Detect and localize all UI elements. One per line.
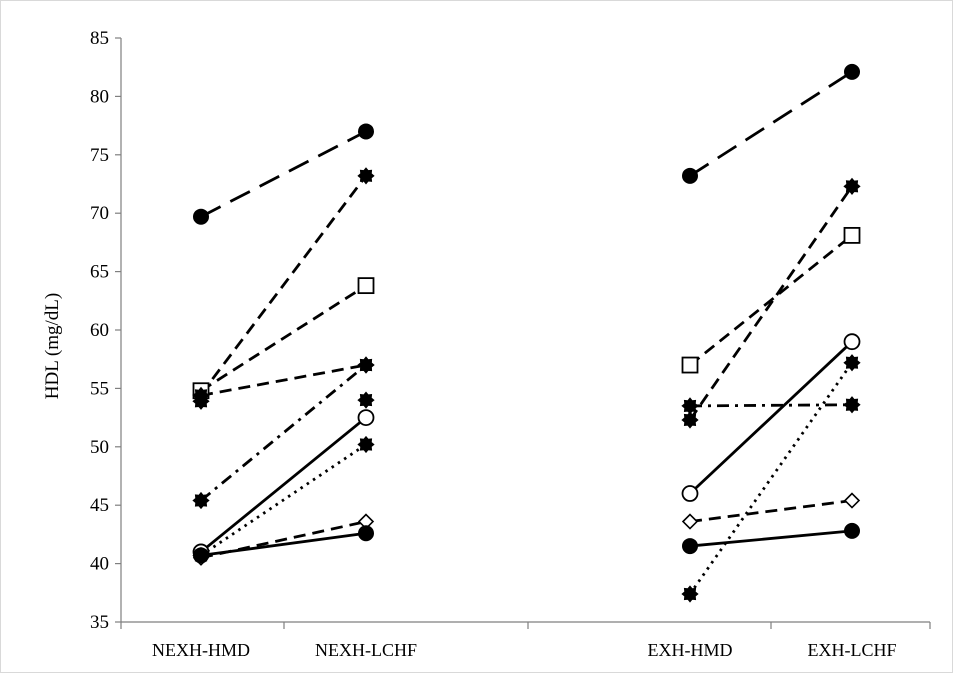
marker-filled-burst (192, 491, 210, 510)
series-line (689, 529, 853, 548)
series-line (200, 416, 367, 554)
x-tick-label: NEXH-HMD (152, 640, 250, 660)
y-tick-label: 60 (90, 320, 109, 341)
marker-open-square (681, 356, 699, 374)
marker-open-diamond (843, 492, 861, 509)
marker-filled-circle (682, 538, 698, 555)
series-line (688, 361, 854, 595)
series-line (689, 499, 853, 523)
y-tick-label: 70 (90, 203, 109, 224)
marker-filled-burst (681, 585, 699, 603)
series-line (689, 340, 853, 495)
marker-filled-burst (357, 435, 375, 454)
y-tick-label: 40 (90, 554, 109, 575)
y-tick-label: 55 (90, 378, 109, 399)
series-line (200, 443, 367, 557)
marker-filled-burst (357, 167, 375, 185)
y-tick-label: 65 (90, 262, 109, 283)
marker-filled-circle (682, 167, 698, 184)
marker-filled-burst (357, 356, 375, 374)
y-tick-label: 85 (90, 28, 109, 49)
marker-open-square (357, 277, 375, 295)
x-tick-label: NEXH-LCHF (315, 640, 417, 660)
marker-filled-burst (357, 391, 375, 409)
y-tick-label: 45 (90, 495, 109, 516)
series-line (688, 185, 854, 421)
series-line (200, 363, 367, 502)
series-line (689, 403, 853, 408)
marker-filled-burst (192, 392, 210, 410)
marker-filled-burst (681, 397, 699, 415)
marker-open-circle (681, 485, 699, 502)
marker-open-circle (357, 409, 375, 427)
marker-open-square (843, 226, 861, 244)
x-tick-label: EXH-HMD (648, 640, 733, 660)
series-line (689, 234, 853, 367)
marker-filled-circle (358, 123, 374, 140)
marker-open-diamond (681, 513, 699, 530)
y-tick-label: 75 (90, 145, 109, 166)
x-tick-label: EXH-LCHF (808, 640, 897, 660)
y-axis-label: HDL (mg/dL) (42, 293, 63, 399)
series-line (199, 174, 368, 396)
series-line (200, 363, 367, 397)
series-line (200, 531, 367, 557)
marker-open-circle (843, 333, 861, 351)
marker-filled-circle (844, 63, 860, 80)
marker-filled-burst (843, 354, 861, 372)
marker-filled-burst (843, 177, 861, 195)
marker-filled-burst (681, 411, 699, 429)
marker-filled-circle (358, 525, 374, 542)
marker-filled-circle (844, 522, 860, 539)
y-tick-label: 50 (90, 437, 109, 458)
y-tick-label: 35 (90, 612, 109, 633)
marker-filled-burst (843, 396, 861, 414)
marker-filled-circle (193, 547, 209, 564)
y-tick-label: 80 (90, 86, 109, 107)
series-line (200, 284, 367, 392)
marker-filled-circle (193, 208, 209, 225)
plot-area: 35 40 45 50 55 60 65 70 75 80 85 NEXH-HMD NEXH-LCHF E… (90, 28, 931, 660)
